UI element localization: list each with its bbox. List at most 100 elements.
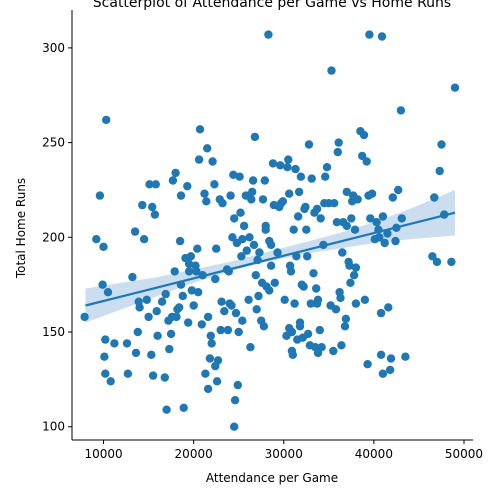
data-point [178, 291, 187, 301]
data-point [247, 195, 256, 204]
data-point [151, 180, 160, 189]
data-point [252, 305, 261, 314]
regression-line [85, 211, 456, 307]
data-point [245, 233, 254, 242]
data-point [238, 235, 247, 244]
data-point [330, 199, 339, 208]
data-point [231, 308, 241, 318]
data-point [358, 151, 367, 161]
data-point [377, 32, 387, 41]
data-point [195, 125, 205, 134]
data-point [248, 187, 257, 197]
data-point [304, 140, 314, 149]
data-point [397, 214, 406, 223]
data-point [447, 257, 456, 267]
data-point [194, 155, 204, 164]
x-axis-label: Attendance per Game [206, 471, 338, 485]
data-point [212, 377, 222, 386]
data-point [359, 130, 369, 140]
data-point [288, 350, 297, 359]
data-point [385, 365, 395, 375]
data-point [366, 214, 375, 223]
y-tick-label: 100 [42, 420, 65, 434]
data-point [189, 301, 198, 310]
data-point [207, 339, 216, 348]
data-point [197, 320, 206, 329]
data-point [230, 396, 240, 405]
data-point [234, 327, 243, 337]
data-point [289, 225, 298, 234]
data-point [205, 354, 215, 363]
data-point [161, 289, 170, 299]
data-point [192, 267, 201, 276]
x-tick-label: 40000 [355, 447, 393, 461]
data-point [351, 299, 361, 308]
data-point [349, 271, 359, 280]
data-point [336, 293, 345, 303]
data-point [193, 244, 202, 253]
data-point [292, 252, 301, 261]
data-point [148, 371, 158, 380]
data-point [101, 369, 110, 378]
data-point [100, 352, 109, 361]
data-point [233, 380, 242, 390]
data-point [286, 267, 296, 276]
data-point [303, 252, 312, 261]
data-point [102, 115, 111, 125]
data-point [218, 199, 227, 208]
x-tick-label: 20000 [175, 447, 213, 461]
data-point [302, 225, 311, 234]
data-point [259, 322, 269, 331]
data-point [333, 147, 342, 157]
data-point [80, 312, 89, 322]
data-point [342, 187, 351, 197]
data-point [194, 288, 203, 297]
x-tick-label: 30000 [265, 447, 303, 461]
data-point [384, 303, 393, 312]
data-point [315, 325, 324, 335]
data-point [123, 369, 133, 378]
data-point [175, 303, 184, 312]
data-point [227, 301, 236, 310]
data-point [208, 157, 217, 166]
data-point [183, 182, 192, 191]
data-point [99, 242, 108, 251]
data-point [380, 238, 389, 248]
data-point [367, 189, 377, 198]
data-point [230, 422, 239, 431]
data-point [312, 284, 321, 293]
data-point [291, 164, 300, 174]
data-point [283, 163, 292, 172]
data-point [372, 218, 381, 227]
data-point [340, 322, 350, 331]
data-point [345, 261, 354, 270]
data-point [346, 278, 355, 287]
confidence-band-area [85, 190, 455, 323]
data-point [376, 308, 386, 318]
data-point [168, 176, 178, 185]
data-point [213, 356, 223, 365]
data-point [329, 346, 338, 356]
data-point [312, 204, 322, 214]
data-point [110, 339, 119, 348]
data-point [203, 144, 212, 153]
data-point [278, 197, 288, 206]
data-point [388, 193, 397, 202]
x-axis-ticks: 10000 20000 30000 40000 50000 [84, 440, 483, 461]
data-point [280, 295, 289, 304]
data-point [184, 259, 194, 268]
data-point [386, 354, 396, 363]
data-point [171, 168, 180, 178]
data-point [316, 214, 325, 223]
data-point [378, 369, 388, 378]
data-point [376, 350, 386, 359]
data-point [428, 252, 437, 261]
data-point [139, 235, 149, 244]
data-point [135, 303, 144, 312]
data-point [313, 295, 323, 304]
y-tick-label: 200 [42, 230, 65, 244]
data-point [142, 295, 151, 304]
data-point [249, 240, 259, 250]
data-point [353, 195, 362, 204]
data-point [217, 297, 226, 306]
